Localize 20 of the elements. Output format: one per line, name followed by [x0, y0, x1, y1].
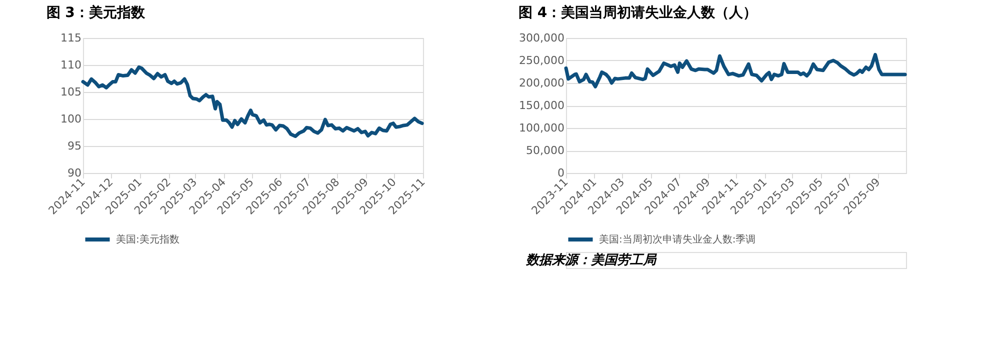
y-tick-label: 200,000: [519, 76, 564, 90]
y-tick-label: 50,000: [526, 144, 564, 157]
legend-label: 美国:美元指数: [116, 234, 180, 246]
source-note: 数据来源：美国劳工局: [525, 252, 657, 268]
chart-title: 图 4：美国当周初请失业金人数（人）: [518, 4, 758, 21]
y-tick-label: 0: [558, 166, 564, 180]
legend-label: 美国:当周初次申请失业金人数:季调: [599, 234, 756, 246]
y-tick-label: 95: [68, 140, 82, 152]
y-tick-label: 90: [68, 166, 82, 180]
y-tick-label: 100: [60, 112, 82, 126]
y-tick-label: 105: [60, 86, 82, 98]
line-series: [564, 52, 907, 88]
line-series: [81, 65, 424, 138]
y-tick-label: 150,000: [519, 99, 564, 112]
y-tick-label: 115: [60, 32, 82, 44]
y-tick-label: 110: [60, 58, 82, 72]
chart-title: 图 3：美元指数: [46, 4, 146, 21]
y-tick-label: 300,000: [519, 32, 564, 44]
y-tick-label: 250,000: [519, 54, 564, 67]
y-tick-label: 100,000: [519, 122, 564, 134]
